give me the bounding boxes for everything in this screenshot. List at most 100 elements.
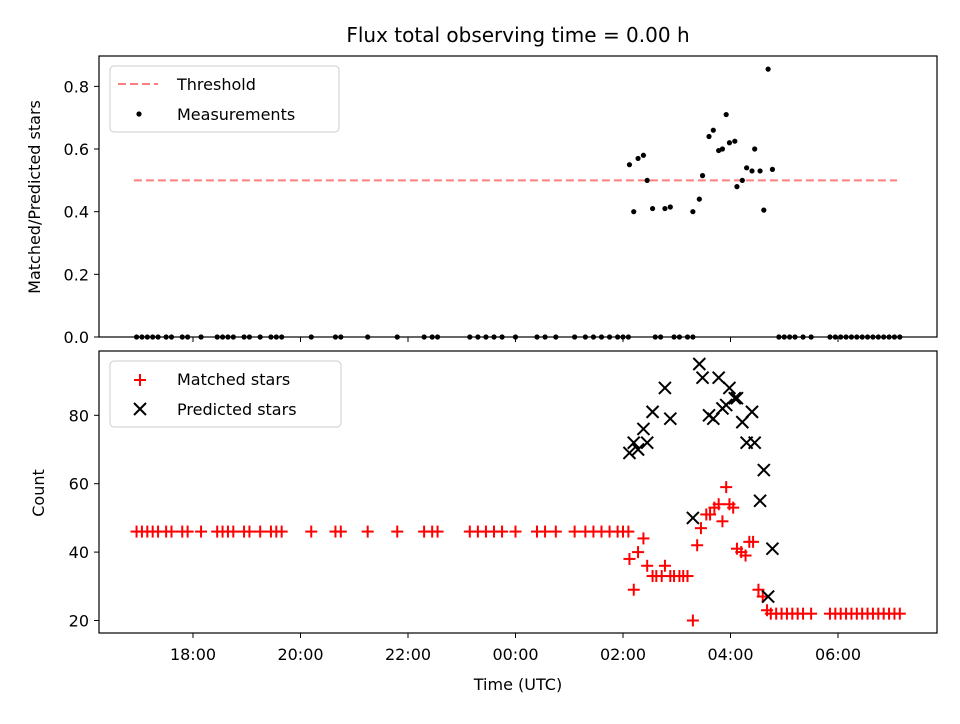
legend-threshold-label: Threshold <box>176 75 256 94</box>
top-legend: Threshold Measurements <box>109 65 340 133</box>
cross-b <box>757 463 771 477</box>
measurement-point <box>757 168 763 174</box>
matched-star-point <box>641 559 654 572</box>
x-tick-label: 20:00 <box>277 645 323 664</box>
matched-star-point <box>712 498 725 511</box>
predicted-star-point <box>728 391 742 405</box>
x-tick-label: 00:00 <box>492 645 538 664</box>
matched-star-point <box>568 525 581 538</box>
matched-star-point <box>391 525 404 538</box>
cross-b <box>711 370 726 385</box>
matched-star-point <box>165 525 178 538</box>
bottom-y-ticks: 20 40 60 80 <box>69 406 99 631</box>
predicted-star-point <box>640 435 654 450</box>
cross-b <box>631 442 645 457</box>
matched-star-point <box>686 614 699 627</box>
predicted-star-point <box>719 398 733 412</box>
measurement-point <box>739 177 745 183</box>
matched-star-point <box>431 525 444 538</box>
matched-star-point <box>275 525 288 538</box>
matched-star-point <box>893 607 906 620</box>
matched-star-point <box>720 481 733 494</box>
bottom-y-tick-label: 80 <box>69 406 89 425</box>
y-axis-label-count: Count <box>29 469 48 517</box>
measurement-point <box>640 152 647 158</box>
cross-b <box>745 405 759 419</box>
measurement-point <box>635 155 641 162</box>
matched-star-point <box>496 525 509 538</box>
x-tick-label: 02:00 <box>600 645 646 664</box>
cross-b <box>719 398 733 412</box>
cross-b <box>722 381 737 395</box>
top-y-axis-label: Matched/Predicted stars <box>25 100 44 294</box>
measurement-point <box>626 162 633 168</box>
measurement-point <box>696 196 702 202</box>
measurement-point <box>649 205 656 212</box>
top-y-tick-label: 0.6 <box>64 140 89 159</box>
bottom-marks <box>130 357 906 627</box>
matched-star-point <box>637 532 650 545</box>
predicted-star-point <box>627 435 641 450</box>
predicted-star-point <box>663 412 678 426</box>
cross-b <box>695 370 710 385</box>
bottom-y-tick-label: 40 <box>69 543 89 562</box>
measurement-point <box>726 140 733 146</box>
legend-predicted-label: Predicted stars <box>177 400 297 419</box>
top-y-tick-label: 0.2 <box>64 265 89 284</box>
predicted-star-point <box>765 541 780 556</box>
x-tick-label: 22:00 <box>385 645 431 664</box>
x-tick-label: 04:00 <box>707 645 753 664</box>
x-tick-label: 06:00 <box>815 645 861 664</box>
top-y-ticks: 0.0 0.2 0.4 0.6 0.8 <box>64 77 99 347</box>
matched-star-point <box>691 539 704 552</box>
matched-star-point <box>509 525 522 538</box>
matched-star-point <box>254 525 267 538</box>
bottom-panel: 20 40 60 80 18:00 20:00 22:00 00:00 02:00 04:00 0… <box>29 350 938 694</box>
measurement-point <box>744 165 750 171</box>
cross-b <box>645 405 660 419</box>
matched-star-point <box>622 525 635 538</box>
cross-b <box>627 435 641 450</box>
cross-b <box>686 511 700 525</box>
matched-star-point <box>752 583 765 596</box>
predicted-star-point <box>645 405 660 419</box>
bottom-x-ticks: 18:00 20:00 22:00 00:00 02:00 04:00 06:00 <box>170 633 861 664</box>
predicted-star-point <box>747 435 762 450</box>
legend-matched-swatch <box>134 374 146 386</box>
legend-measurements-label: Measurements <box>177 105 295 124</box>
legend-predicted-swatch <box>133 402 147 416</box>
predicted-star-point <box>622 446 637 460</box>
matched-star-point <box>632 546 645 559</box>
predicted-star-point <box>745 405 759 419</box>
cross-b <box>753 494 767 508</box>
matched-star-point <box>195 525 208 538</box>
predicted-star-point <box>757 463 771 477</box>
predicted-star-point <box>631 442 645 457</box>
measurement-point <box>699 173 706 179</box>
x-tick-label: 18:00 <box>170 645 216 664</box>
predicted-star-point <box>686 511 700 525</box>
cross-b <box>728 391 742 405</box>
cross-b <box>730 391 744 405</box>
predicted-star-point <box>692 357 707 371</box>
measurement-point <box>710 127 716 133</box>
measurement-point <box>734 184 740 190</box>
cross-b <box>765 541 780 556</box>
matched-star-point <box>243 525 256 538</box>
matched-star-point <box>739 549 752 562</box>
predicted-star-point <box>730 391 744 405</box>
measurement-point <box>644 177 650 183</box>
matched-star-point <box>716 515 729 528</box>
bottom-legend: Matched stars Predicted stars <box>109 360 342 428</box>
matched-star-point <box>627 583 640 596</box>
matched-star-point <box>704 508 717 521</box>
measurement-point <box>749 168 755 174</box>
predicted-star-point <box>658 381 672 395</box>
measurement-point <box>667 204 673 210</box>
predicted-star-point <box>711 370 726 385</box>
measurement-point <box>706 133 712 140</box>
top-panel: 0.00.20.40.60.8 Matched/Predicted stars … <box>25 55 938 347</box>
top-y-tick-label: 0.0 <box>64 328 89 347</box>
measurement-point <box>719 146 726 152</box>
